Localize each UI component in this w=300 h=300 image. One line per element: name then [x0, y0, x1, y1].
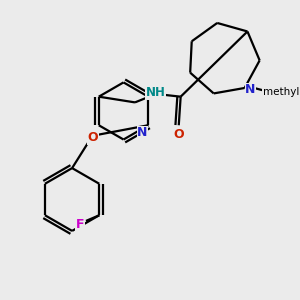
Text: O: O [173, 128, 184, 141]
Text: NH: NH [146, 86, 166, 99]
Text: F: F [76, 218, 85, 231]
Text: N: N [137, 126, 148, 140]
Text: methyl: methyl [262, 87, 299, 97]
Text: O: O [88, 131, 98, 144]
Text: N: N [245, 83, 256, 96]
